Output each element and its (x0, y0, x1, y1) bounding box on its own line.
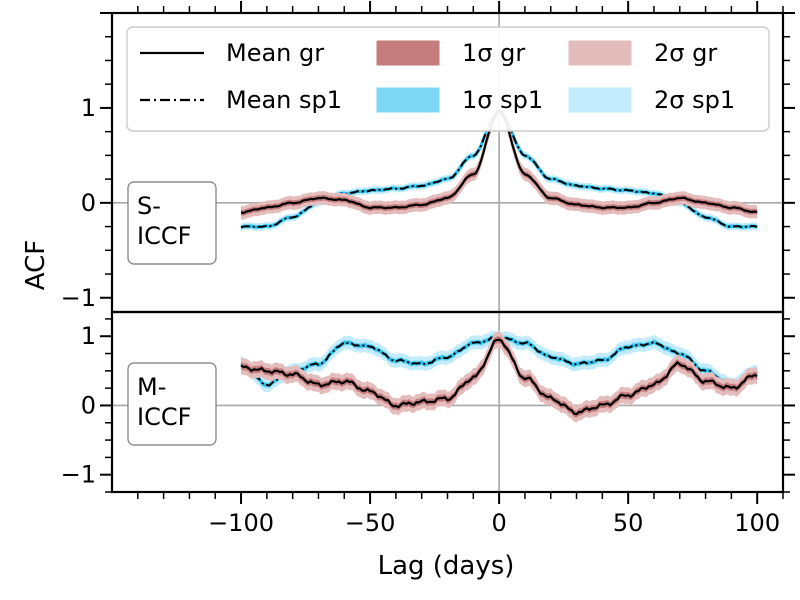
legend-label: Mean sp1 (226, 86, 342, 114)
xtick-label: −50 (345, 509, 396, 537)
xtick-label: 100 (734, 509, 780, 537)
s-iccf-ytick-label: 1 (81, 94, 96, 122)
legend-swatch (376, 87, 440, 113)
legend-label: Mean gr (226, 39, 324, 67)
m-iccf-gr-1sigma-band (241, 336, 758, 418)
m-iccf-ytick-label: 0 (81, 391, 96, 419)
m-iccf-label-box (127, 362, 217, 446)
xtick-label: 50 (613, 509, 644, 537)
m-iccf-y-ticks (100, 318, 795, 493)
y-axis-title: ACF (21, 240, 51, 290)
s-iccf-gr-1sigma-band (241, 107, 758, 216)
s-iccf-label: S-ICCF (137, 192, 191, 250)
legend-label: 1σ sp1 (462, 86, 543, 114)
m-iccf-gr-2sigma-band (241, 331, 758, 423)
x-axis-title: Lag (days) (378, 551, 515, 581)
s-iccf-panel: −1 0 1 S-ICCF (61, 1, 795, 314)
m-iccf-label: M-ICCF (137, 373, 191, 431)
s-iccf-ytick-label: −1 (61, 284, 96, 312)
legend-swatch (376, 40, 440, 66)
s-iccf-y-ticks (100, 12, 795, 299)
m-iccf-gr-mean-line (240, 338, 758, 416)
m-iccf-ytick-label: 1 (81, 322, 96, 350)
s-iccf-ytick-label: 0 (81, 189, 96, 217)
legend-label: 1σ gr (462, 39, 525, 67)
m-iccf-ytick-label: −1 (61, 461, 96, 489)
legend-swatch (568, 87, 632, 113)
legend-swatch (568, 40, 632, 66)
xtick-label: −100 (208, 509, 274, 537)
xtick-label: 0 (491, 509, 506, 537)
legend-label: 2σ gr (654, 39, 717, 67)
legend-label: 2σ sp1 (654, 86, 735, 114)
legend: Mean gr Mean sp1 1σ gr 1σ sp1 2σ gr 2σ sp1 (126, 26, 770, 132)
m-iccf-panel: −1 0 1 M-ICCF (61, 310, 795, 504)
s-iccf-gr-2sigma-band (241, 104, 758, 220)
s-iccf-label-box (127, 181, 217, 265)
x-axis: −100 −50 0 50 100 (208, 509, 780, 537)
